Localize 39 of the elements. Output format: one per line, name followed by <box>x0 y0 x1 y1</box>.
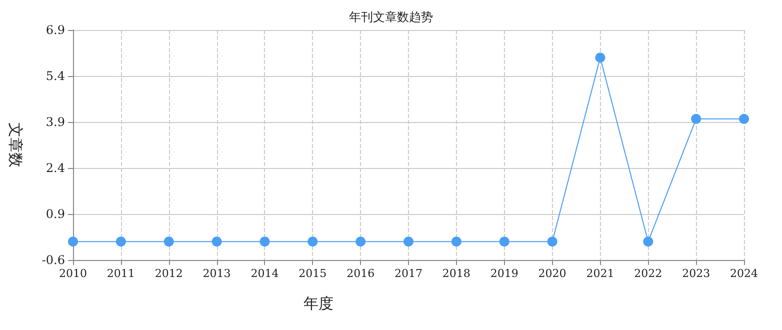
x-tick-label: 2021 <box>586 267 614 280</box>
point <box>499 236 510 247</box>
point <box>595 52 606 63</box>
x-tick-label: 2016 <box>346 267 375 280</box>
y-tick-label: 0.9 <box>46 207 65 221</box>
point <box>308 236 318 247</box>
x-tick-label: 2014 <box>250 267 279 280</box>
point <box>356 236 366 247</box>
x-tick-label: 2010 <box>59 267 87 280</box>
y-tick-label: 6.9 <box>46 23 65 37</box>
point <box>212 236 222 247</box>
x-tick-label: 2023 <box>682 267 710 280</box>
x-tick-label: 2015 <box>298 267 327 280</box>
x-tick-label: 2024 <box>730 267 758 280</box>
y-tick-label: 2.4 <box>46 161 66 175</box>
point <box>691 114 702 124</box>
point <box>643 236 654 247</box>
y-tick-label: 3.9 <box>46 115 65 129</box>
point <box>68 236 78 247</box>
point <box>164 236 174 247</box>
point <box>260 236 270 247</box>
x-tick-label: 2017 <box>394 267 422 280</box>
x-tick-label: 2011 <box>106 267 135 280</box>
x-tick-label: 2012 <box>154 267 183 280</box>
x-tick-label: 2013 <box>202 267 231 280</box>
point <box>739 114 749 124</box>
x-tick-label: 2020 <box>538 267 566 280</box>
y-tick-label: -0.6 <box>42 253 65 267</box>
x-tick-label: 2019 <box>490 267 518 280</box>
x-axis-title: 年度 <box>304 294 334 312</box>
point <box>451 236 462 247</box>
point <box>116 236 126 247</box>
y-axis-title: 文章数 <box>6 122 24 168</box>
chart-title: 年刊文章数趋势 <box>349 10 433 24</box>
y-tick-label: 5.4 <box>46 69 66 83</box>
point <box>547 236 558 247</box>
x-tick-label: 2022 <box>634 267 662 280</box>
point <box>404 236 414 247</box>
x-tick-label: 2018 <box>442 267 470 280</box>
